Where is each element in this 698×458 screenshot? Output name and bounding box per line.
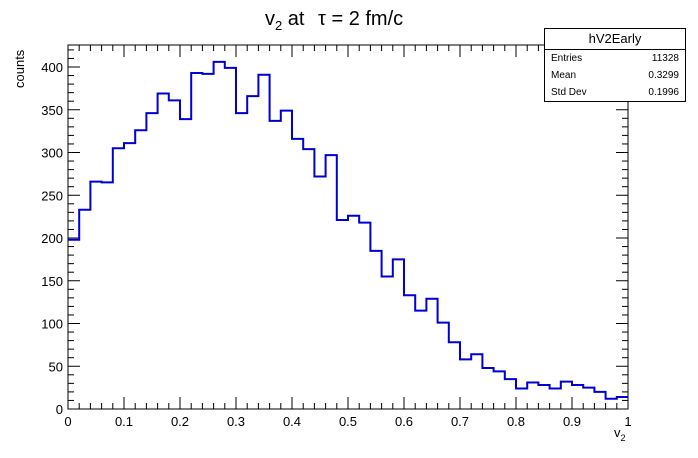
y-tick-label: 50	[49, 359, 63, 374]
chart-title-rest: at	[282, 8, 305, 30]
stats-row-stddev: Std Dev 0.1996	[545, 84, 685, 101]
y-tick-label: 0	[56, 402, 63, 417]
x-tick-label: 0	[64, 414, 71, 429]
stats-title: hV2Early	[545, 29, 685, 50]
x-tick-label: 0.7	[451, 414, 469, 429]
chart-title: v2 at	[265, 8, 305, 33]
y-tick-label: 300	[41, 146, 63, 161]
stats-box: hV2Early Entries 11328 Mean 0.3299 Std D…	[544, 28, 686, 102]
x-tick-label: 0.8	[507, 414, 525, 429]
x-tick-label: 0.4	[283, 414, 301, 429]
axis-tick-labels: 0 0.1 0.2 0.3 0.4 0.5 0.6 0.7 0.8 0.9 1 0 50 100 150 20…	[41, 60, 631, 429]
y-tick-label: 350	[41, 103, 63, 118]
x-tick-label: 0.5	[339, 414, 357, 429]
chart-title-sub: 2	[275, 18, 282, 33]
stats-label: Mean	[551, 70, 577, 81]
x-axis-label-sub: 2	[621, 433, 626, 443]
y-tick-label: 250	[41, 188, 63, 203]
y-axis-label: counts	[12, 49, 27, 88]
x-tick-label: 0.6	[395, 414, 413, 429]
stats-row-entries: Entries 11328	[545, 50, 685, 67]
histogram-bins	[68, 60, 628, 400]
chart-title-main: v	[265, 8, 275, 30]
x-axis-label: v2	[614, 425, 626, 443]
x-tick-label: 1	[624, 414, 631, 429]
y-tick-label: 100	[41, 317, 63, 332]
stats-row-mean: Mean 0.3299	[545, 67, 685, 84]
chart-title-tau: τ = 2 fm/c	[318, 8, 403, 30]
axis-ticks	[67, 45, 629, 410]
stats-label: Std Dev	[551, 87, 587, 98]
x-axis-label-main: v	[614, 425, 621, 440]
stats-value: 0.1996	[648, 87, 679, 98]
y-tick-label: 200	[41, 231, 63, 246]
x-tick-label: 0.1	[115, 414, 133, 429]
x-tick-label: 0.3	[227, 414, 245, 429]
stats-value: 11328	[651, 53, 679, 64]
x-tick-label: 0.9	[563, 414, 581, 429]
stats-label: Entries	[551, 53, 583, 64]
x-tick-label: 0.2	[171, 414, 189, 429]
y-tick-label: 150	[41, 274, 63, 289]
histogram-line	[68, 60, 628, 400]
stats-value: 0.3299	[648, 70, 679, 81]
y-tick-label: 400	[41, 60, 63, 75]
